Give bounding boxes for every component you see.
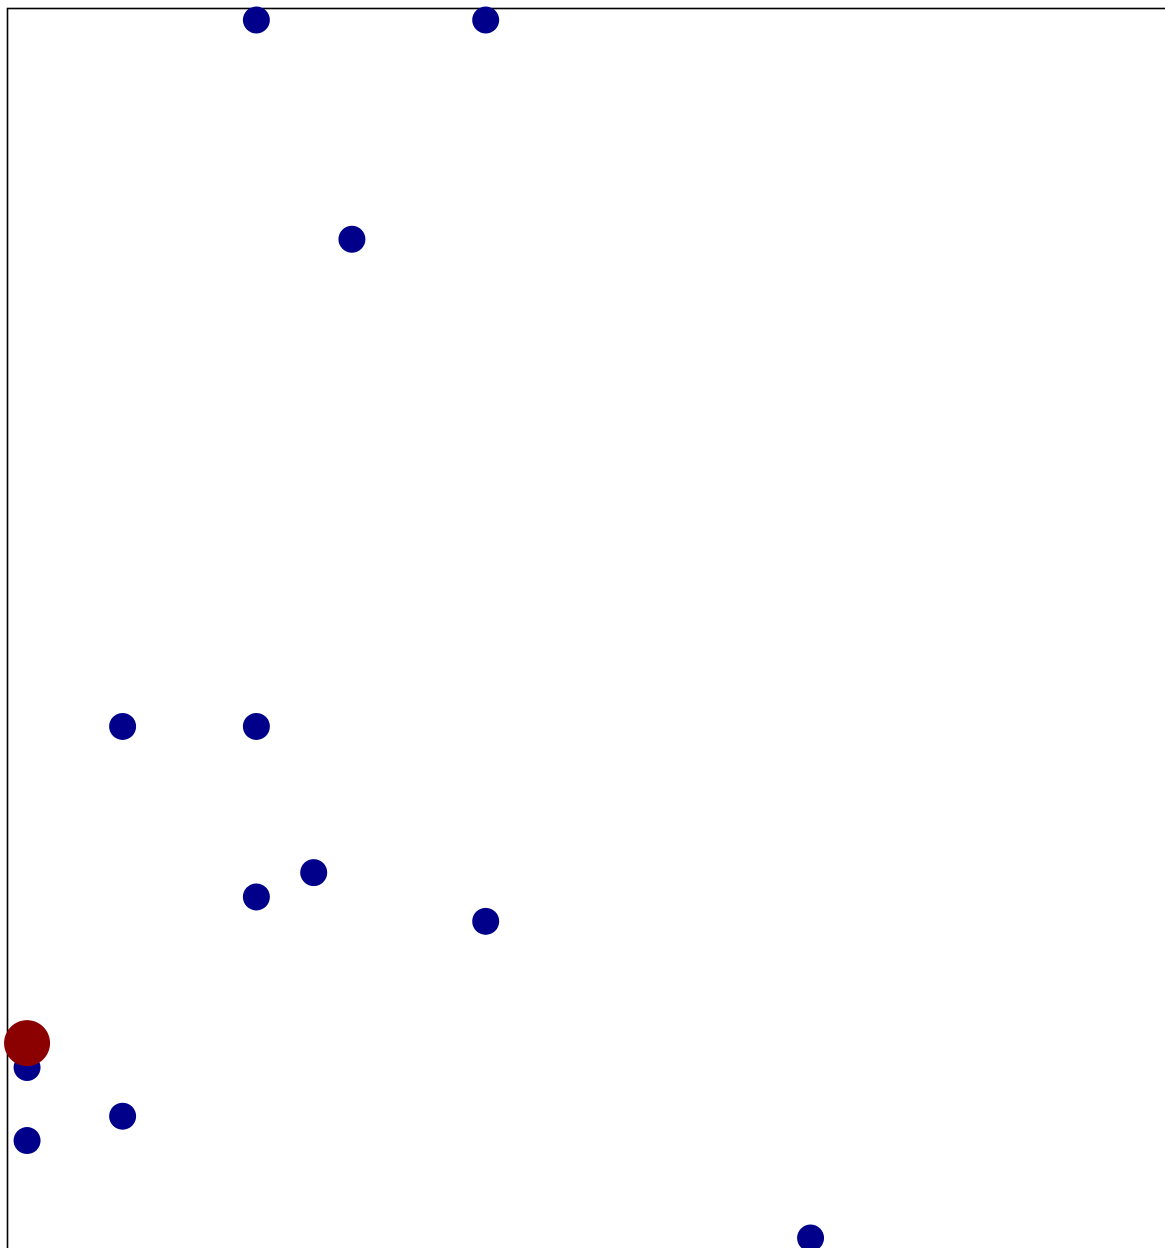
data-point [109,712,137,740]
data-point [797,1224,825,1248]
data-point [338,225,366,253]
data-point [300,859,328,887]
points-layer [4,6,825,1248]
highlighted-point [4,1020,51,1067]
data-point [109,1102,137,1130]
data-point [472,6,500,34]
data-point [472,907,500,935]
data-point [242,712,270,740]
axes-layer [6,7,1165,1248]
data-point [242,6,270,34]
plot-frame [6,7,1165,1248]
data-point [13,1127,41,1155]
data-point [242,883,270,911]
